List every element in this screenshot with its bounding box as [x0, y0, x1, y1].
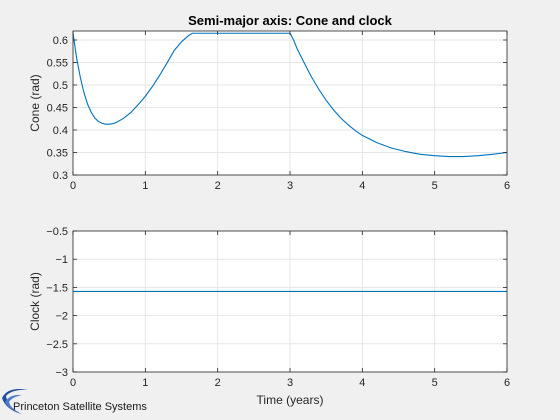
clock-plot: 0 1 2 3 4 5 6 −3 −2.5 −2 −1.5 −1 −0.5 Clock (rad) Time…	[28, 226, 510, 407]
y-tick-label: −2	[55, 311, 68, 323]
y-axis-label: Clock (rad)	[28, 272, 42, 331]
y-tick-label: 0.6	[53, 35, 68, 47]
y-tick-label: −0.5	[46, 226, 68, 238]
y-tick-label: 0.3	[53, 170, 68, 182]
y-tick-label: −3	[55, 367, 68, 379]
y-tick-label: −1	[55, 254, 68, 266]
x-tick-label: 3	[287, 180, 293, 192]
x-axis-label: Time (years)	[257, 393, 324, 407]
x-tick-label: 4	[359, 180, 365, 192]
y-tick-label: 0.45	[47, 103, 68, 115]
x-tick-label: 2	[215, 180, 221, 192]
y-tick-label: 0.4	[53, 125, 68, 137]
y-tick-label: 0.55	[47, 58, 68, 70]
y-tick-label: −1.5	[46, 282, 68, 294]
y-tick-label: −2.5	[46, 339, 68, 351]
x-tick-label: 6	[504, 180, 510, 192]
y-tick-label: 0.35	[47, 148, 68, 160]
x-tick-label: 5	[432, 377, 438, 389]
x-tick-label: 4	[359, 377, 365, 389]
x-tick-label: 1	[142, 180, 148, 192]
x-tick-label: 1	[142, 377, 148, 389]
x-tick-label: 5	[432, 180, 438, 192]
company-logo	[2, 389, 28, 414]
x-tick-label: 0	[70, 180, 76, 192]
series-line-0	[73, 32, 507, 158]
chart-title: Semi-major axis: Cone and clock	[188, 13, 393, 28]
x-tick-label: 6	[504, 377, 510, 389]
x-tick-label: 2	[215, 377, 221, 389]
swoosh-icon	[5, 394, 22, 412]
y-axis-label: Cone (rad)	[28, 74, 42, 131]
company-name: Princeton Satellite Systems	[13, 401, 147, 413]
x-tick-label: 0	[70, 377, 76, 389]
x-tick-label: 3	[287, 377, 293, 389]
y-tick-label: 0.5	[53, 80, 68, 92]
cone-plot: 0 1 2 3 4 5 6 0.3 0.35 0.4 0.45 0.5 0.55 0.6 Semi-majo…	[28, 13, 510, 192]
